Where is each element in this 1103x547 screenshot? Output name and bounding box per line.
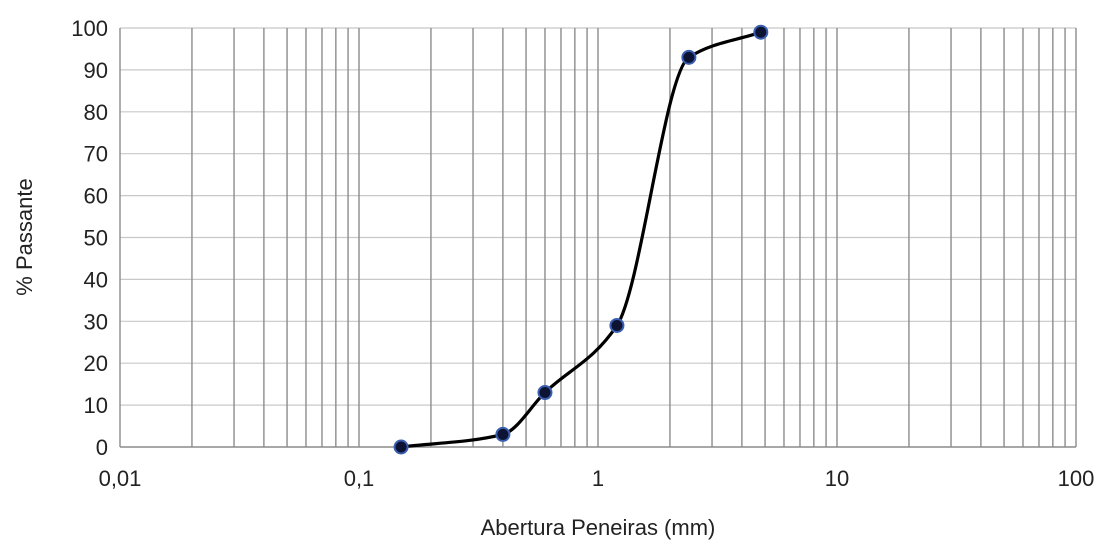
y-tick-label: 50 bbox=[84, 226, 108, 251]
data-point bbox=[537, 385, 553, 401]
data-point bbox=[681, 49, 697, 65]
grid-layer bbox=[119, 27, 1077, 447]
x-tick-label: 0,1 bbox=[344, 466, 375, 491]
y-axis-title: % Passante bbox=[12, 178, 37, 295]
y-tick-label: 100 bbox=[71, 16, 108, 41]
data-point bbox=[495, 426, 511, 442]
y-tick-label: 20 bbox=[84, 351, 108, 376]
line-layer bbox=[399, 30, 763, 449]
y-tick-label: 60 bbox=[84, 184, 108, 209]
y-tick-label: 0 bbox=[96, 435, 108, 460]
x-tick-label: 0,01 bbox=[99, 466, 142, 491]
data-point bbox=[393, 439, 409, 455]
y-tick-label: 40 bbox=[84, 267, 108, 292]
y-tick-label: 70 bbox=[84, 142, 108, 167]
x-axis-title: Abertura Peneiras (mm) bbox=[481, 515, 716, 540]
y-tick-label: 10 bbox=[84, 393, 108, 418]
data-point bbox=[753, 24, 769, 40]
x-tick-label: 100 bbox=[1058, 466, 1095, 491]
y-tick-label: 80 bbox=[84, 100, 108, 125]
y-tick-label: 30 bbox=[84, 309, 108, 334]
x-tick-label: 10 bbox=[825, 466, 849, 491]
x-tick-label: 1 bbox=[592, 466, 604, 491]
marker-layer bbox=[393, 24, 769, 455]
data-point bbox=[609, 317, 625, 333]
series-line bbox=[399, 30, 763, 449]
y-tick-label: 90 bbox=[84, 58, 108, 83]
label-layer: 0 10 20 30 40 50 60 70 80 90 100 0,01 0,1 1 10 100 bbox=[71, 16, 1094, 491]
